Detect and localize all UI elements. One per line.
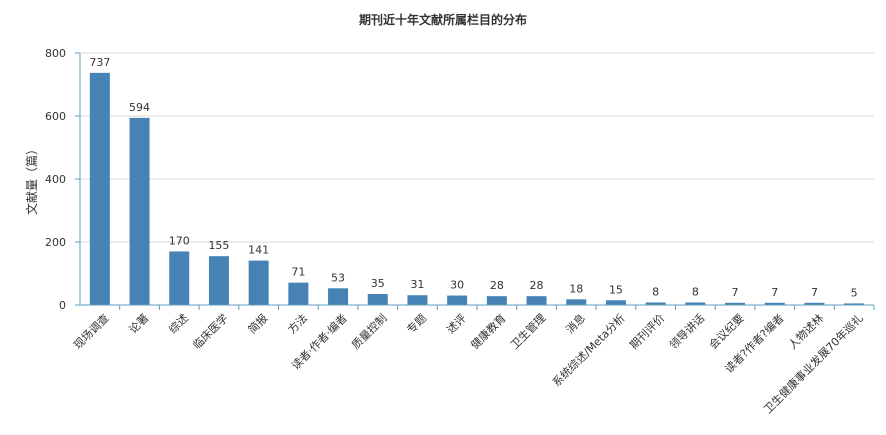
bar-7 <box>367 293 388 305</box>
bar-1 <box>129 117 150 305</box>
bar-0 <box>89 72 110 305</box>
bar-15 <box>685 302 706 305</box>
y-tick-label-600: 600 <box>45 110 66 123</box>
bar-10 <box>486 296 507 305</box>
y-tick-label-800: 800 <box>45 47 66 60</box>
bar-9 <box>447 295 468 305</box>
bar-8 <box>407 295 428 305</box>
bar-18 <box>804 302 825 305</box>
data-label-15: 8 <box>692 285 699 298</box>
data-label-3: 155 <box>208 239 229 252</box>
bar-6 <box>328 288 349 305</box>
data-label-14: 8 <box>652 285 659 298</box>
data-label-17: 7 <box>771 286 778 299</box>
data-label-11: 28 <box>530 279 544 292</box>
bars <box>89 72 865 305</box>
y-axis-ticks: 0 200 400 600 800 <box>45 47 80 312</box>
data-label-18: 7 <box>811 286 818 299</box>
y-tick-label-400: 400 <box>45 173 66 186</box>
x-tick-label-3: 临床医学 <box>190 311 231 352</box>
data-label-1: 594 <box>129 101 150 114</box>
bar-3 <box>208 256 229 305</box>
gridlines <box>80 52 874 243</box>
data-label-16: 7 <box>732 286 739 299</box>
x-tick-label-4: 简报 <box>245 311 270 336</box>
data-label-0: 737 <box>89 56 110 69</box>
x-tick-label-2: 综述 <box>166 311 191 336</box>
data-label-9: 30 <box>450 279 464 292</box>
data-label-7: 35 <box>371 277 385 290</box>
data-label-10: 28 <box>490 279 504 292</box>
bar-19 <box>844 303 865 305</box>
x-tick-label-18: 人物述林 <box>785 311 826 352</box>
bar-4 <box>248 260 269 305</box>
data-label-8: 31 <box>410 278 424 291</box>
data-label-2: 170 <box>169 234 190 247</box>
x-tick-label-15: 领导讲话 <box>666 311 707 352</box>
data-label-13: 15 <box>609 283 623 296</box>
x-tick-label-0: 现场调查 <box>71 311 112 352</box>
bar-14 <box>645 302 666 305</box>
data-label-12: 18 <box>569 282 583 295</box>
x-tick-label-13: 系统综述/Meta分析 <box>549 311 628 390</box>
x-tick-label-14: 期刊评价 <box>627 312 667 352</box>
bar-13 <box>605 300 626 305</box>
bar-16 <box>725 302 746 305</box>
data-label-6: 53 <box>331 271 345 284</box>
x-tick-label-16: 会议纪要 <box>707 312 747 352</box>
y-axis-label: 文献量（篇） <box>24 143 39 215</box>
data-label-19: 5 <box>851 286 858 299</box>
data-labels: 737 594 170 155 141 71 53 35 31 30 28 28 18 15 8 8 7 7 7 5 <box>89 56 857 300</box>
x-tick-label-1: 论著 <box>126 311 151 336</box>
x-tick-label-8: 专题 <box>404 311 429 336</box>
bar-11 <box>526 296 547 305</box>
bar-2 <box>169 251 190 305</box>
chart-title: 期刊近十年文献所属栏目的分布 <box>359 12 527 27</box>
bar-5 <box>288 282 309 305</box>
x-tick-label-12: 消息 <box>563 311 588 336</box>
y-tick-label-0: 0 <box>59 299 66 312</box>
y-tick-label-200: 200 <box>45 236 66 249</box>
bar-17 <box>764 302 785 305</box>
data-label-4: 141 <box>248 244 269 257</box>
bar-12 <box>566 299 587 305</box>
x-tick-label-7: 质量控制 <box>349 311 390 352</box>
x-tick-label-10: 健康教育 <box>468 311 509 352</box>
x-tick-label-5: 方法 <box>285 311 310 336</box>
data-label-5: 71 <box>291 266 305 279</box>
x-tick-label-9: 述评 <box>444 312 469 337</box>
x-tick-label-11: 卫生管理 <box>507 311 548 352</box>
